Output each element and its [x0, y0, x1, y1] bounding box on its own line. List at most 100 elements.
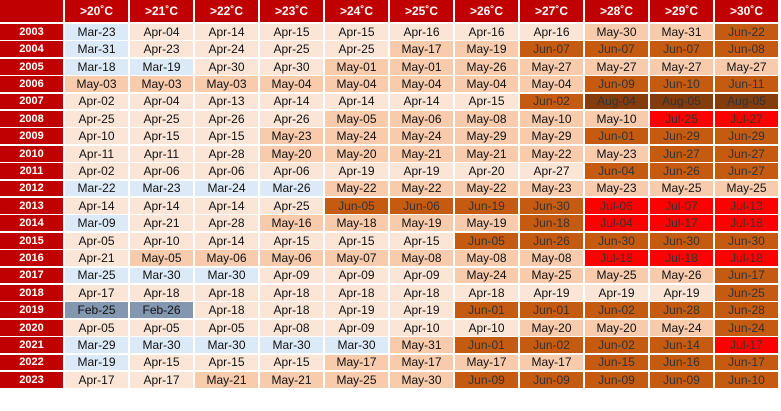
- date-cell: Jun-17: [715, 267, 778, 284]
- date-cell: May-04: [520, 76, 583, 92]
- date-cell: Jun-22: [715, 24, 778, 40]
- date-cell: May-30: [390, 372, 453, 388]
- date-cell: Apr-30: [260, 58, 323, 75]
- year-label: 2007: [0, 93, 63, 110]
- date-cell: Apr-25: [260, 41, 323, 58]
- date-cell: Apr-15: [260, 354, 323, 371]
- date-cell: Jun-02: [585, 302, 648, 319]
- date-cell: Jul-06: [585, 198, 648, 214]
- date-cell: Apr-18: [195, 302, 258, 319]
- date-cell: May-25: [715, 180, 778, 197]
- date-cell: May-01: [325, 58, 388, 75]
- year-label: 2015: [0, 232, 63, 249]
- date-cell: Apr-23: [130, 41, 193, 58]
- year-label: 2010: [0, 145, 63, 162]
- column-header: >28˚C: [585, 0, 648, 22]
- date-cell: May-24: [455, 267, 518, 284]
- date-cell: Mar-19: [130, 58, 193, 75]
- column-header: >26˚C: [455, 0, 518, 22]
- date-cell: Apr-02: [65, 93, 128, 110]
- date-cell: Apr-11: [65, 145, 128, 162]
- date-cell: Apr-14: [195, 198, 258, 214]
- year-label: 2018: [0, 285, 63, 301]
- date-cell: Jul-07: [650, 198, 713, 214]
- date-cell: Jun-05: [325, 198, 388, 214]
- date-cell: May-01: [390, 58, 453, 75]
- date-cell: Jun-09: [650, 372, 713, 388]
- date-cell: Jun-09: [585, 76, 648, 92]
- date-cell: Jun-05: [455, 232, 518, 249]
- date-cell: Jul-18: [715, 215, 778, 232]
- date-cell: Jun-04: [585, 163, 648, 179]
- year-label: 2005: [0, 58, 63, 75]
- date-cell: Apr-28: [195, 215, 258, 232]
- date-cell: Mar-09: [65, 215, 128, 232]
- date-cell: Mar-29: [65, 337, 128, 353]
- date-cell: Aug-04: [585, 93, 648, 110]
- date-cell: Jun-01: [520, 302, 583, 319]
- date-cell: Apr-25: [260, 198, 323, 214]
- date-cell: May-17: [390, 41, 453, 58]
- date-cell: May-08: [455, 111, 518, 127]
- date-cell: Jun-09: [455, 372, 518, 388]
- date-cell: Apr-17: [65, 372, 128, 388]
- date-cell: Apr-04: [130, 93, 193, 110]
- date-cell: May-24: [650, 319, 713, 336]
- date-cell: Jun-02: [520, 337, 583, 353]
- date-cell: Jun-24: [715, 319, 778, 336]
- date-cell: Mar-19: [65, 354, 128, 371]
- date-cell: Apr-10: [390, 319, 453, 336]
- date-cell: May-08: [455, 250, 518, 266]
- date-cell: May-24: [325, 128, 388, 145]
- year-label: 2013: [0, 198, 63, 214]
- date-cell: Jun-27: [715, 163, 778, 179]
- date-cell: Jul-25: [650, 111, 713, 127]
- date-cell: Apr-13: [195, 93, 258, 110]
- date-cell: Apr-05: [130, 319, 193, 336]
- date-cell: Jun-09: [585, 372, 648, 388]
- date-cell: May-21: [195, 372, 258, 388]
- date-cell: May-22: [455, 180, 518, 197]
- date-cell: Mar-26: [260, 180, 323, 197]
- date-cell: May-30: [585, 24, 648, 40]
- date-cell: May-31: [650, 24, 713, 40]
- date-cell: Jun-30: [520, 198, 583, 214]
- table-corner: [0, 0, 63, 22]
- date-cell: Jul-17: [650, 215, 713, 232]
- date-cell: May-29: [520, 128, 583, 145]
- date-cell: Apr-05: [195, 319, 258, 336]
- date-cell: Apr-30: [195, 58, 258, 75]
- date-cell: Mar-22: [65, 180, 128, 197]
- date-cell: Aug-05: [650, 93, 713, 110]
- column-header: >23˚C: [260, 0, 323, 22]
- date-cell: Jun-14: [650, 337, 713, 353]
- date-cell: Apr-19: [520, 285, 583, 301]
- date-cell: May-21: [455, 145, 518, 162]
- date-cell: May-27: [585, 58, 648, 75]
- date-cell: May-03: [65, 76, 128, 92]
- date-cell: May-03: [130, 76, 193, 92]
- column-header: >24˚C: [325, 0, 388, 22]
- date-cell: Apr-15: [325, 232, 388, 249]
- date-cell: Apr-04: [130, 24, 193, 40]
- date-cell: May-06: [260, 250, 323, 266]
- date-cell: Jun-26: [520, 232, 583, 249]
- date-cell: Jun-26: [650, 163, 713, 179]
- date-cell: Apr-25: [65, 111, 128, 127]
- date-cell: Jul-13: [715, 198, 778, 214]
- date-cell: May-17: [325, 354, 388, 371]
- date-cell: May-04: [260, 76, 323, 92]
- date-cell: May-05: [325, 111, 388, 127]
- date-cell: May-26: [650, 267, 713, 284]
- date-cell: Apr-17: [65, 285, 128, 301]
- date-cell: Apr-14: [325, 93, 388, 110]
- date-cell: Apr-06: [195, 163, 258, 179]
- date-cell: Mar-30: [195, 337, 258, 353]
- date-cell: Apr-19: [390, 163, 453, 179]
- year-label: 2014: [0, 215, 63, 232]
- column-header: >22˚C: [195, 0, 258, 22]
- date-cell: Apr-26: [260, 111, 323, 127]
- date-cell: May-04: [325, 76, 388, 92]
- date-cell: Apr-18: [130, 285, 193, 301]
